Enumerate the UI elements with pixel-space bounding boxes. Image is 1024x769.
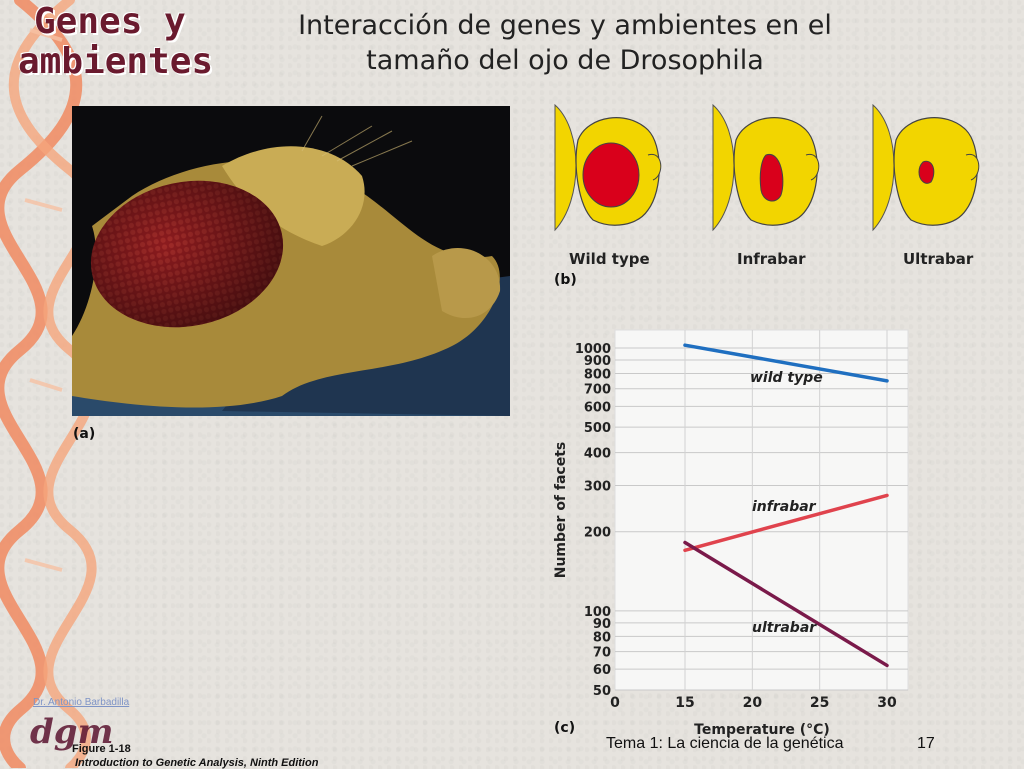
y-tick-label: 400 bbox=[584, 447, 611, 462]
infrabar-head-drawing bbox=[712, 103, 820, 232]
y-tick-label: 60 bbox=[593, 663, 611, 678]
series-label-ultrabar: ultrabar bbox=[752, 620, 817, 636]
y-tick-label: 900 bbox=[584, 354, 611, 369]
panel-c-label: (c) bbox=[554, 720, 576, 736]
dgm-logo-text: dgm bbox=[30, 712, 114, 752]
y-axis-title: Number of facets bbox=[553, 442, 569, 579]
y-tick-label: 80 bbox=[593, 630, 611, 645]
plot-area bbox=[614, 329, 909, 691]
author-credit[interactable]: Dr. Antonio Barbadilla bbox=[33, 697, 130, 708]
panel-a-label: (a) bbox=[73, 426, 96, 442]
slide-side-title: Genes y ambientes bbox=[18, 2, 258, 82]
y-tick-label: 300 bbox=[584, 479, 611, 494]
y-tick-label: 500 bbox=[584, 421, 611, 436]
fly-head-photo bbox=[72, 106, 510, 416]
slide-main-title: Interacción de genes y ambientes en el t… bbox=[250, 8, 880, 78]
y-tick-label: 70 bbox=[593, 646, 611, 661]
wild-type-head-drawing bbox=[554, 103, 662, 232]
y-tick-label: 1000 bbox=[575, 342, 611, 357]
y-tick-label: 700 bbox=[584, 383, 611, 398]
x-tick-label: 15 bbox=[675, 695, 694, 711]
eye-size-drawings bbox=[554, 103, 980, 232]
y-tick-label: 600 bbox=[584, 400, 611, 415]
eye-caption-infrabar: Infrabar bbox=[737, 250, 806, 268]
y-tick-label: 90 bbox=[593, 617, 611, 632]
series-label-infrabar: infrabar bbox=[752, 499, 817, 515]
x-axis-title: Temperature (°C) bbox=[694, 722, 830, 738]
main-title-line1: Interacción de genes y ambientes en el bbox=[298, 10, 832, 41]
x-tick-label: 20 bbox=[743, 695, 763, 711]
side-title-line1: Genes y bbox=[34, 1, 186, 42]
eye-caption-wild-type: Wild type bbox=[569, 250, 650, 268]
x-tick-label: 0 bbox=[610, 695, 620, 711]
y-tick-label: 50 bbox=[593, 684, 611, 699]
eye-caption-ultrabar: Ultrabar bbox=[903, 250, 974, 268]
figure-source: Introduction to Genetic Analysis, Ninth … bbox=[75, 757, 319, 769]
series-line-wild-type bbox=[683, 343, 889, 383]
series-line-infrabar bbox=[683, 493, 889, 553]
x-tick-label: 30 bbox=[877, 695, 897, 711]
main-title-line2: tamaño del ojo de Drosophila bbox=[366, 45, 764, 76]
series-line-ultrabar bbox=[683, 540, 889, 668]
series-label-wild-type: wild type bbox=[750, 370, 823, 386]
panel-b-label: (b) bbox=[554, 272, 577, 288]
y-tick-label: 800 bbox=[584, 367, 611, 382]
figure-number: Figure 1-18 bbox=[72, 743, 131, 755]
y-tick-label: 100 bbox=[584, 605, 611, 620]
y-tick-label: 200 bbox=[584, 526, 611, 541]
ultrabar-head-drawing bbox=[872, 103, 980, 232]
facets-vs-temperature-chart: 5060708090100200300400500600700800900100… bbox=[553, 329, 909, 738]
footer-topic: Tema 1: La ciencia de la genética bbox=[606, 735, 844, 752]
x-tick-label: 25 bbox=[810, 695, 829, 711]
dgm-logo: dgm bbox=[30, 712, 114, 752]
side-title-line2: ambientes bbox=[18, 41, 214, 82]
slide-number: 17 bbox=[917, 735, 935, 752]
